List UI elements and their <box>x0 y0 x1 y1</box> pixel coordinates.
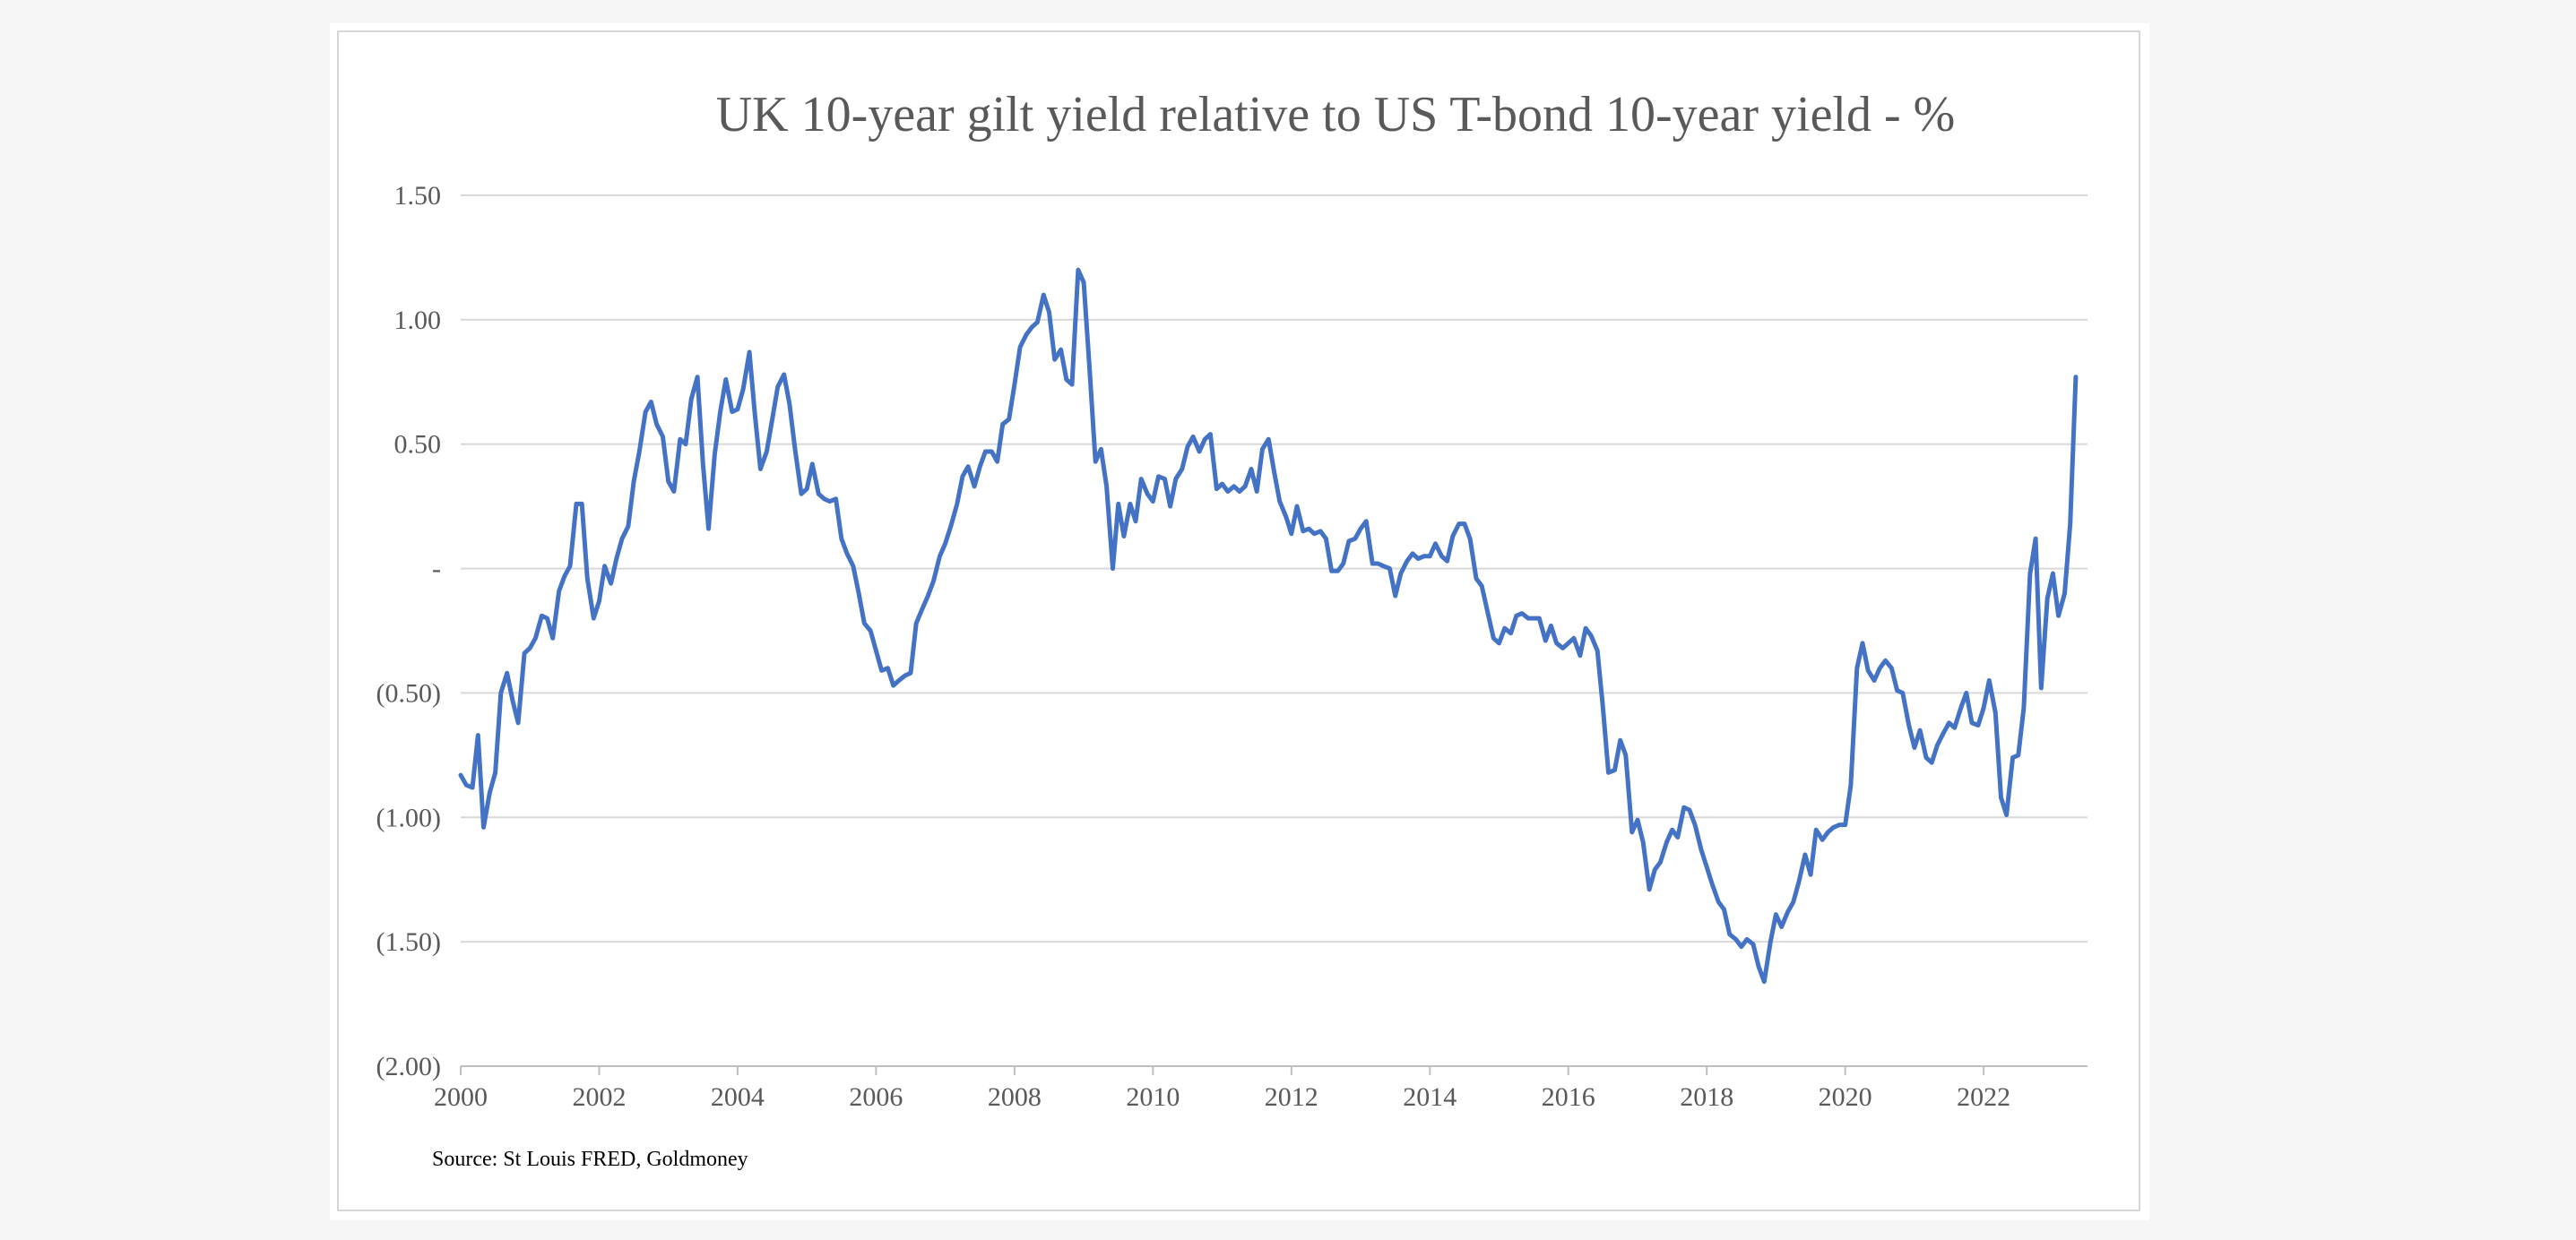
x-tick-label: 2006 <box>849 1082 903 1112</box>
x-tick-label: 2010 <box>1126 1082 1180 1112</box>
series-layer <box>458 267 2079 985</box>
y-tick-label: 1.00 <box>394 306 442 335</box>
x-tick-label: 2016 <box>1542 1082 1595 1112</box>
axes <box>460 1065 2088 1075</box>
x-tick-label: 2020 <box>1819 1082 1872 1112</box>
x-tick-label: 2008 <box>988 1082 1042 1112</box>
y-tick-label: (1.00) <box>376 803 441 832</box>
y-tick-label: 0.50 <box>394 430 442 460</box>
y-axis-tick-labels: 1.50 1.00 0.50 - (0.50) (1.00) (1.50) (2.00) <box>376 181 441 1081</box>
y-tick-label: (2.00) <box>376 1052 441 1081</box>
chart-frame <box>337 30 2140 1211</box>
y-tick-label: 1.50 <box>394 181 442 211</box>
chart-title: UK 10-year gilt yield relative to US T-b… <box>716 87 1956 142</box>
x-tick-label: 2000 <box>434 1082 488 1112</box>
y-tick-label: (1.50) <box>376 927 441 957</box>
x-tick-label: 2022 <box>1957 1082 2010 1112</box>
source-note: Source: St Louis FRED, Goldmoney <box>432 1148 748 1171</box>
y-tick-label: (0.50) <box>376 678 441 708</box>
gridlines <box>461 194 2088 943</box>
x-tick-label: 2012 <box>1265 1082 1318 1112</box>
line-chart: UK 10-year gilt yield relative to US T-b… <box>376 87 2088 1171</box>
x-tick-label: 2002 <box>572 1082 626 1112</box>
series-line-0 <box>458 267 2079 985</box>
x-axis-tick-labels: 2000 2002 2004 2006 2008 2010 2012 2014 2016 2018… <box>434 1082 2010 1112</box>
x-tick-label: 2014 <box>1403 1082 1457 1112</box>
x-tick-label: 2018 <box>1680 1082 1733 1112</box>
chart-card: UK 10-year gilt yield relative to US T-b… <box>330 23 2149 1220</box>
y-tick-label: - <box>432 555 441 584</box>
x-tick-label: 2004 <box>711 1082 765 1112</box>
